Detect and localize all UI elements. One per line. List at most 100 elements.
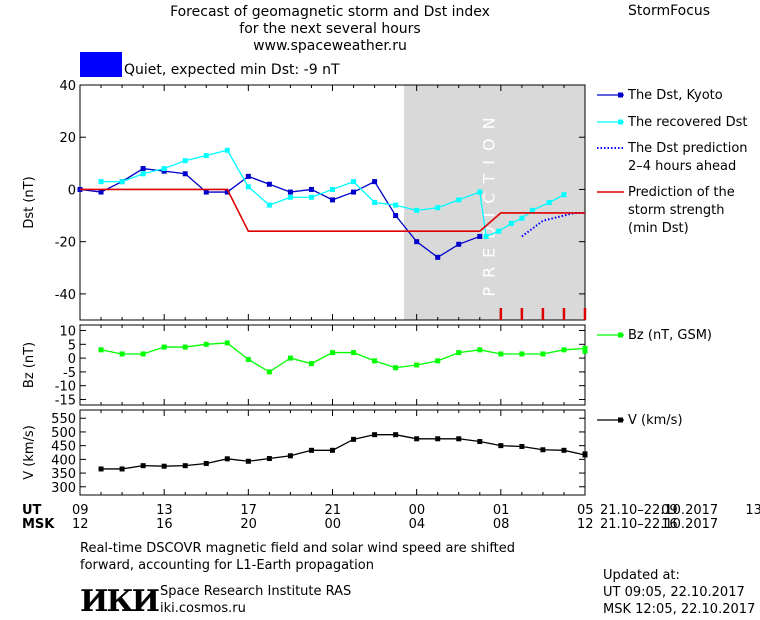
iki-logo: ИКИ [80, 584, 160, 619]
legend-label: Bz (nT, GSM) [628, 328, 712, 343]
data-point [203, 460, 209, 466]
legend: The Dst, Kyoto The recovered Dst The Dst p… [597, 88, 748, 428]
dst-panel: PREDICTION 40 20 0 -20 -40 Dst (nT) [22, 79, 587, 321]
data-point [351, 436, 357, 442]
ut-tick-label: 09 [72, 503, 89, 518]
msk-tick-label: 20 [240, 517, 257, 532]
data-point [266, 456, 272, 462]
brand-name: StormFocus [628, 3, 711, 19]
data-point [372, 432, 378, 438]
y-axis-title: Bz (nT) [22, 342, 37, 388]
institute-site-link[interactable]: iki.cosmos.ru [160, 601, 246, 616]
ut-date-range: 21.10–22.10.2017 [600, 503, 719, 518]
series-bz-nt-gsm- [98, 340, 588, 375]
data-point [224, 189, 230, 195]
data-point [308, 361, 314, 367]
msk-tick-label: 16 [661, 517, 678, 532]
data-point [140, 351, 146, 357]
data-point [561, 447, 567, 453]
data-point [119, 466, 125, 472]
ut-tick-label: 13 [156, 503, 173, 518]
data-point [182, 158, 188, 164]
y-axis-title: Dst (nT) [22, 176, 37, 228]
data-point [182, 171, 188, 177]
legend-label: Prediction of the [628, 185, 735, 200]
y-tick-label: 550 [51, 412, 76, 427]
y-tick-label: -10 [55, 380, 76, 395]
ut-tick-label: 17 [240, 503, 257, 518]
prediction-label: PREDICTION [480, 108, 499, 296]
data-point [477, 347, 483, 353]
legend-label: The Dst, Kyoto [627, 88, 723, 103]
data-point [245, 356, 251, 362]
legend-label: The Dst prediction [627, 141, 748, 156]
data-point [119, 351, 125, 357]
series-v-km-s- [98, 432, 588, 472]
data-point [519, 215, 525, 221]
y-tick-label: 20 [59, 131, 76, 146]
data-point [435, 436, 441, 442]
data-point [351, 179, 357, 185]
data-point [508, 220, 514, 226]
website-link[interactable]: www.spaceweather.ru [253, 38, 407, 54]
ut-tick-label: 05 [577, 503, 594, 518]
data-point [414, 436, 420, 442]
y-tick-label: 300 [51, 481, 76, 496]
y-tick-label: 10 [59, 325, 76, 340]
series-the-recovered-dst [98, 147, 567, 239]
y-tick-label: 400 [51, 453, 76, 468]
data-point [140, 463, 146, 469]
msk-tick-label: 12 [72, 517, 89, 532]
data-point [330, 197, 335, 203]
y-tick-label: 450 [51, 440, 76, 455]
data-point [456, 197, 462, 203]
data-point [161, 166, 167, 172]
data-point [140, 166, 146, 172]
data-point [393, 202, 399, 208]
updated-msk: MSK 12:05, 22.10.2017 [603, 602, 756, 617]
ut-axis-label: UT [22, 503, 42, 518]
data-point [203, 153, 209, 158]
y-tick-label: 5 [68, 338, 76, 353]
data-point [330, 186, 335, 192]
updated-ut: UT 09:05, 22.10.2017 [603, 585, 745, 600]
legend-label: storm strength [628, 203, 725, 218]
data-point [287, 189, 293, 195]
legend-marker [618, 92, 623, 98]
step-line [80, 188, 585, 233]
legend-label: V (km/s) [628, 413, 683, 428]
data-point [161, 463, 167, 469]
y-tick-label: 40 [59, 79, 76, 94]
data-point [435, 358, 441, 364]
data-point [393, 365, 399, 371]
data-point [224, 340, 230, 346]
y-tick-label: -20 [55, 236, 76, 251]
data-point [266, 369, 272, 375]
data-point [393, 432, 399, 438]
data-point [498, 351, 504, 357]
data-point [245, 458, 251, 464]
data-point [529, 207, 535, 213]
data-point [351, 350, 357, 356]
legend-marker [618, 332, 623, 338]
data-point [161, 344, 167, 350]
data-point [98, 347, 104, 353]
data-point [308, 447, 314, 453]
data-point [330, 350, 335, 356]
data-point [245, 184, 251, 190]
note-line-1: Real-time DSCOVR magnetic field and sola… [80, 541, 516, 556]
series-prediction-of-the [80, 188, 585, 233]
msk-axis-label: MSK [22, 517, 55, 532]
data-point [161, 168, 167, 174]
data-point [582, 345, 588, 351]
data-point [203, 189, 209, 195]
data-point [582, 348, 588, 354]
data-point [546, 200, 552, 205]
ut-tick-label: 09 [661, 503, 678, 518]
ut-tick-label: 00 [408, 503, 426, 518]
legend-label: 2–4 hours ahead [628, 159, 736, 174]
msk-tick-label: 12 [577, 517, 594, 532]
updated-label: Updated at: [603, 568, 680, 583]
